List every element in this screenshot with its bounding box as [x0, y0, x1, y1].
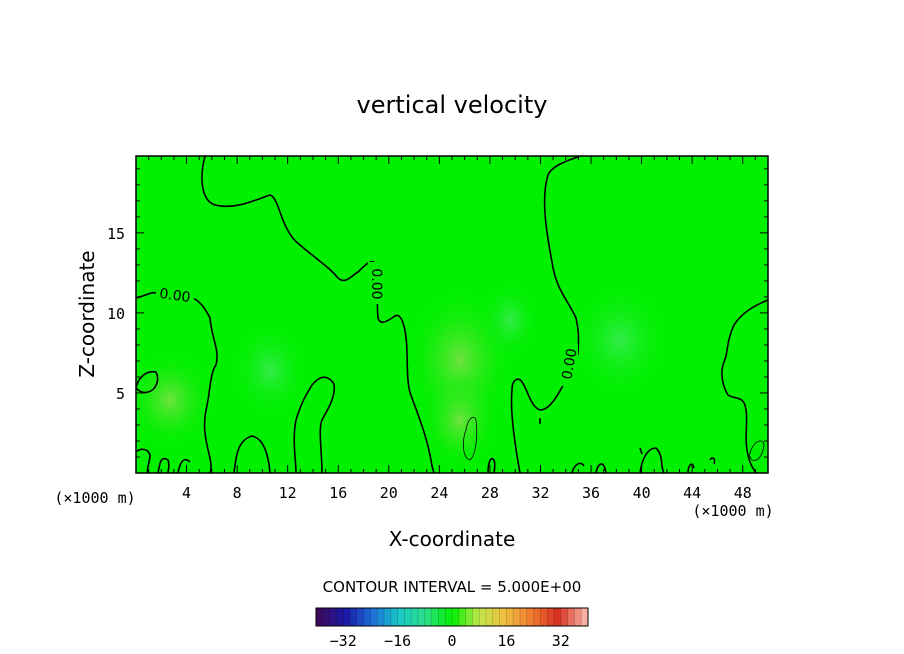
x-tick-label: 4: [182, 484, 191, 502]
colorbar-cell: [472, 608, 480, 626]
y-tick-marks: [136, 168, 768, 474]
contour-line: [721, 299, 768, 473]
x-tick-label: 16: [329, 484, 347, 502]
chart-title: vertical velocity: [357, 91, 548, 119]
colorbar-cell: [486, 608, 494, 626]
field-anomaly: [136, 350, 215, 450]
colorbar-cell: [336, 608, 344, 626]
colorbar-cell: [465, 608, 473, 626]
x-tick-label: 12: [279, 484, 297, 502]
x-axis-unit: (×1000 m): [692, 502, 773, 520]
colorbar-cell: [343, 608, 351, 626]
y-tick-label: 10: [107, 305, 125, 323]
colorbar-cell: [363, 608, 371, 626]
colorbar-tick-labels: −32 −16 0 16 32: [330, 632, 570, 650]
x-tick-marks: [135, 156, 769, 473]
colorbar-cell: [438, 608, 446, 626]
colorbar-cell: [499, 608, 507, 626]
colorbar-cell: [547, 608, 555, 626]
plot-area: 0.00 0.00 0.00: [136, 156, 768, 473]
colorbar-cell: [574, 608, 582, 626]
colorbar-cell: [316, 608, 324, 626]
colorbar-cell: [581, 608, 589, 626]
field-anomaly: [230, 320, 310, 420]
contour-interval: CONTOUR INTERVAL = 5.000E+00: [323, 578, 582, 596]
colorbar-cell: [418, 608, 426, 626]
field-anomaly: [420, 370, 500, 470]
colorbar-tick-label: 32: [552, 632, 570, 650]
contour-line: [293, 376, 336, 473]
colorbar-cell: [452, 608, 460, 626]
contour-label: 0.00: [559, 347, 580, 380]
colorbar-border: [315, 607, 589, 627]
contour-line: [510, 156, 581, 473]
y-tick-labels: 5 10 15: [107, 225, 125, 403]
colorbar-cell: [356, 608, 364, 626]
y-tick-label: 5: [116, 385, 125, 403]
contour-line: [233, 435, 271, 473]
colorbar: −32 −16 0 16 32: [315, 607, 589, 650]
field-anomaly: [570, 280, 670, 400]
x-tick-label: 36: [582, 484, 600, 502]
x-tick-label: 32: [531, 484, 549, 502]
colorbar-cell: [533, 608, 541, 626]
colorbar-tick-label: −16: [384, 632, 411, 650]
x-tick-labels: 4 8 12 16 20 24 28 32 36 40 44 48: [182, 484, 752, 502]
colorbar-cell: [513, 608, 521, 626]
colorbar-cell: [329, 608, 337, 626]
colorbar-tick-label: 0: [447, 632, 456, 650]
contour-line: [462, 416, 478, 461]
x-tick-label: 28: [481, 484, 499, 502]
field-anomaly: [480, 280, 540, 360]
x-tick-label: 8: [233, 484, 242, 502]
colorbar-cell: [560, 608, 568, 626]
colorbar-cell: [370, 608, 378, 626]
colorbar-cell: [424, 608, 432, 626]
colorbar-cell: [506, 608, 514, 626]
contour-line: [136, 370, 159, 394]
contour-line: [487, 457, 496, 473]
colorbar-cell: [445, 608, 453, 626]
contour-line: [136, 448, 191, 473]
colorbar-cell: [384, 608, 392, 626]
x-tick-label: 48: [734, 484, 752, 502]
contour-line: [687, 457, 716, 473]
y-axis-unit: (×1000 m): [54, 489, 135, 507]
contour-label: 0.00: [368, 268, 384, 299]
colorbar-cell: [520, 608, 528, 626]
colorbar-cell: [404, 608, 412, 626]
colorbar-cell: [458, 608, 466, 626]
colorbar-cell: [540, 608, 548, 626]
colorbar-cell: [350, 608, 358, 626]
x-tick-label: 40: [633, 484, 651, 502]
contour-line: [571, 462, 607, 473]
colorbar-tick-label: −32: [330, 632, 357, 650]
colorbar-tick-label: 16: [497, 632, 515, 650]
plot-frame: [135, 155, 769, 474]
contour-label: 0.00: [158, 286, 191, 306]
x-tick-label: 44: [683, 484, 701, 502]
contour-line: [639, 447, 643, 455]
colorbar-cell: [322, 608, 330, 626]
x-axis-label: X-coordinate: [389, 527, 516, 551]
colorbar-cell: [492, 608, 500, 626]
x-tick-label: 20: [380, 484, 398, 502]
x-tick-label: 24: [430, 484, 448, 502]
y-tick-label: 15: [107, 225, 125, 243]
positive-contours: [462, 416, 765, 461]
colorbar-cell: [526, 608, 534, 626]
colorbar-cell: [397, 608, 405, 626]
colorbar-cells: [316, 608, 589, 626]
colorbar-cell: [377, 608, 385, 626]
colorbar-cell: [411, 608, 419, 626]
colorbar-cell: [431, 608, 439, 626]
contour-line: [749, 440, 765, 461]
y-axis-label: Z-coordinate: [75, 250, 99, 377]
colorbar-cell: [390, 608, 398, 626]
contour-line: [639, 447, 665, 473]
colorbar-cell: [567, 608, 575, 626]
colorbar-cell: [479, 608, 487, 626]
colorbar-cell: [554, 608, 562, 626]
